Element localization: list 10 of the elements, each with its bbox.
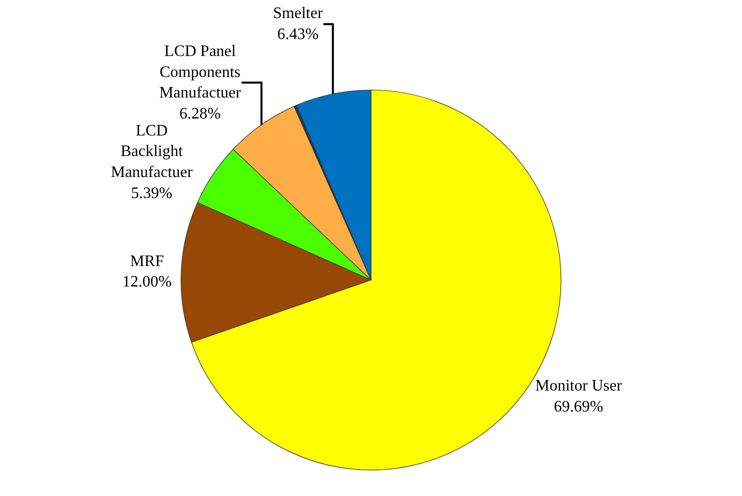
slice-label: MRF [130,252,164,270]
data-label: 6.28% [179,105,221,122]
slice-label: LCD Panel Components Manufactuer [159,42,242,102]
slice-label: Monitor User [535,378,623,395]
slice-label: LCD Backlight Manufactuer [110,122,194,181]
data-label: 12.00% [122,274,172,291]
data-label: 69.69% [554,398,604,416]
data-label: 6.43% [277,26,319,43]
slice-label: Smelter [272,5,324,22]
data-label: 5.39% [131,184,172,202]
